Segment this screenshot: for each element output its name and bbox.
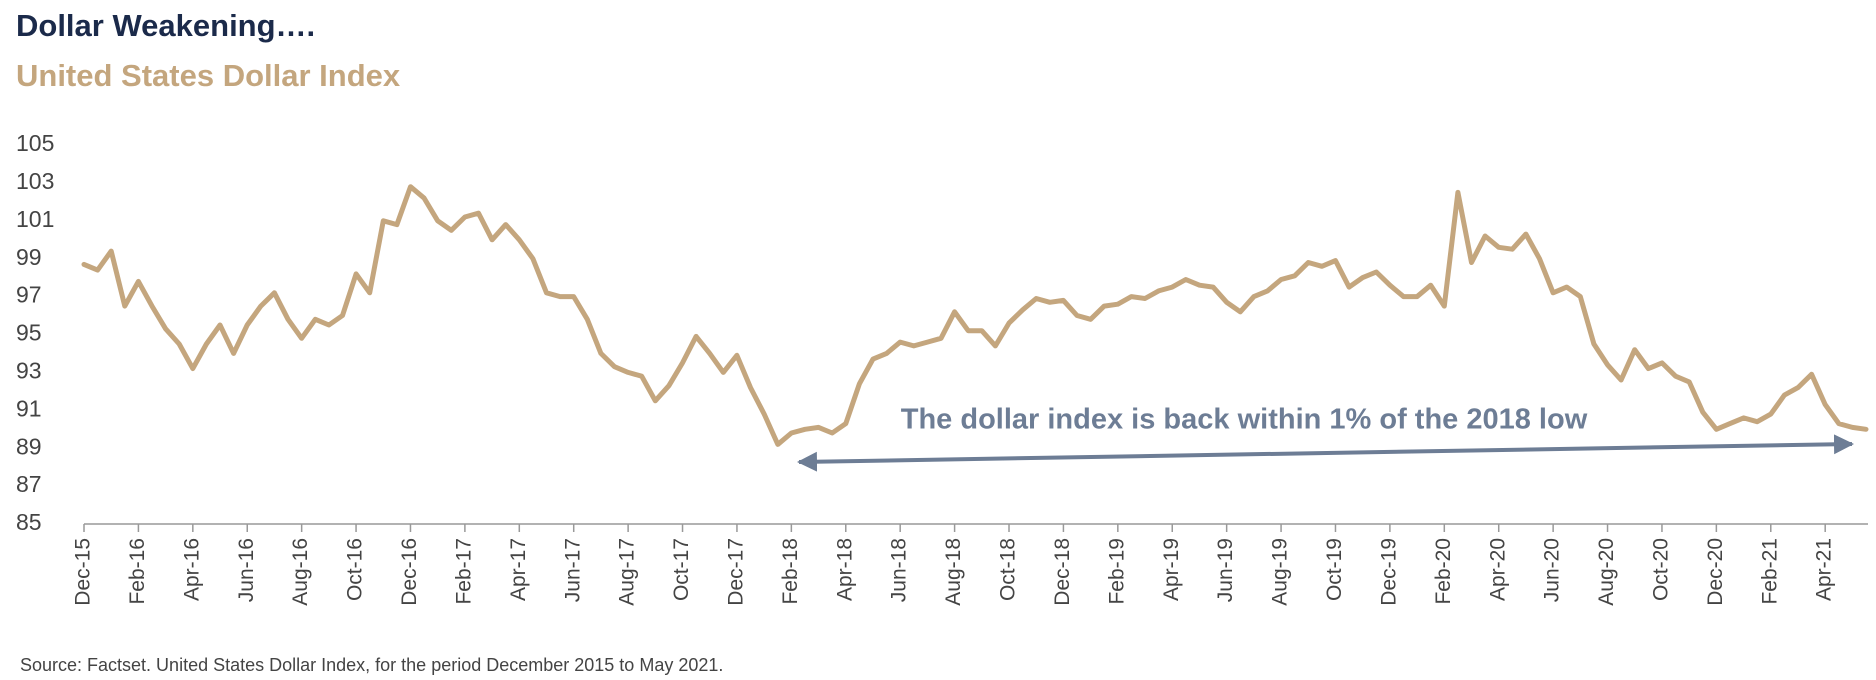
x-tick-label: Apr-19 bbox=[1160, 538, 1183, 601]
annotation: The dollar index is back within 1% of th… bbox=[901, 404, 1588, 436]
x-tick-label: Jun-17 bbox=[561, 538, 584, 602]
x-tick-label: Dec-16 bbox=[398, 538, 421, 606]
x-tick-label: Aug-17 bbox=[616, 538, 639, 606]
x-tick-label: Aug-19 bbox=[1269, 538, 1292, 606]
x-tick-label: Oct-18 bbox=[997, 538, 1020, 601]
y-tick-label: 103 bbox=[16, 168, 54, 194]
x-tick-label: Jun-18 bbox=[888, 538, 911, 602]
y-tick-label: 87 bbox=[16, 471, 42, 497]
y-tick-label: 91 bbox=[16, 395, 42, 421]
x-tick-label: Dec-15 bbox=[72, 538, 95, 606]
x-tick-label: Dec-17 bbox=[724, 538, 747, 606]
x-tick-label: Apr-17 bbox=[507, 538, 530, 601]
y-tick-label: 97 bbox=[16, 282, 42, 308]
x-tick-label: Apr-16 bbox=[180, 538, 203, 601]
x-tick-label: Dec-19 bbox=[1377, 538, 1400, 606]
x-tick-label: Feb-18 bbox=[779, 538, 802, 605]
x-tick-label: Oct-17 bbox=[670, 538, 693, 601]
x-tick-label: Feb-19 bbox=[1105, 538, 1128, 605]
annotation-arrow bbox=[797, 434, 1854, 472]
x-tick-label: Apr-20 bbox=[1486, 538, 1509, 601]
chart-subtitle: United States Dollar Index bbox=[16, 58, 401, 93]
x-tick-label: Aug-16 bbox=[289, 538, 312, 606]
x-tick-label: Aug-20 bbox=[1595, 538, 1618, 606]
source-note: Source: Factset. United States Dollar In… bbox=[20, 655, 723, 675]
x-tick-label: Jun-19 bbox=[1214, 538, 1237, 602]
x-tick-label: Apr-21 bbox=[1813, 538, 1836, 601]
x-tick-label: Feb-17 bbox=[452, 538, 475, 605]
y-tick-label: 101 bbox=[16, 206, 54, 232]
x-tick-label: Jun-16 bbox=[235, 538, 258, 602]
x-tick-label: Feb-20 bbox=[1432, 538, 1455, 605]
y-tick-label: 95 bbox=[16, 320, 42, 346]
x-tick-label: Feb-21 bbox=[1758, 538, 1781, 605]
x-tick-label: Feb-16 bbox=[126, 538, 149, 605]
y-tick-label: 99 bbox=[16, 244, 42, 270]
x-tick-label: Oct-16 bbox=[344, 538, 367, 601]
y-tick-label: 93 bbox=[16, 357, 42, 383]
data-line bbox=[81, 184, 1869, 447]
x-tick-label: Dec-20 bbox=[1704, 538, 1727, 606]
y-tick-label: 85 bbox=[16, 509, 42, 535]
x-tick-label: Apr-18 bbox=[833, 538, 856, 601]
x-tick-label: Dec-18 bbox=[1051, 538, 1074, 606]
x-tick-label: Aug-18 bbox=[942, 538, 965, 606]
y-tick-label: 105 bbox=[16, 130, 54, 156]
chart-title: Dollar Weakening…. bbox=[16, 8, 315, 43]
x-tick-label: Jun-20 bbox=[1541, 538, 1564, 602]
x-tick-label: Oct-19 bbox=[1323, 538, 1346, 601]
y-tick-label: 89 bbox=[16, 433, 42, 459]
x-tick-label: Oct-20 bbox=[1650, 538, 1673, 601]
